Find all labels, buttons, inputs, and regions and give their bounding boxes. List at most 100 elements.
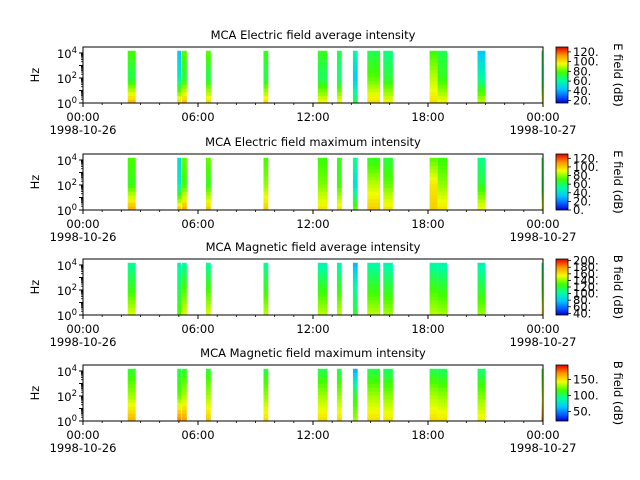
spectrogram-cell	[127, 379, 136, 385]
spectrogram-cell	[336, 391, 342, 396]
spectrogram-cell	[477, 58, 486, 63]
spectrogram-cell	[177, 76, 182, 82]
spectrogram-cell	[263, 402, 269, 407]
spectrogram-cell	[336, 198, 342, 203]
spectrogram-cell	[367, 379, 381, 385]
spectrogram-cell	[383, 91, 393, 96]
spectrogram-cell	[177, 262, 182, 267]
spectrogram-cell	[317, 372, 328, 377]
spectrogram-segment	[317, 50, 328, 104]
spectrogram-cell	[317, 300, 328, 305]
spectrogram-cell	[177, 292, 182, 297]
spectrogram-cell	[182, 417, 187, 422]
x-date-label: 1998-10-26	[50, 230, 117, 244]
spectrogram-cell	[352, 398, 358, 403]
panel-title: MCA Electric field maximum intensity	[205, 135, 421, 149]
spectrogram-cell	[477, 176, 486, 181]
x-tick-label: 06:00	[181, 322, 214, 336]
spectrogram-cell	[383, 198, 393, 203]
plot-frame	[82, 364, 544, 422]
spectrogram-cell	[383, 307, 393, 312]
spectrogram-cell	[477, 65, 486, 70]
spectrogram-cell	[205, 311, 211, 316]
spectrogram-cell	[182, 391, 187, 396]
spectrogram-segment	[182, 157, 187, 211]
spectrogram-cell	[177, 168, 182, 174]
spectrogram-cell	[477, 76, 486, 82]
spectrogram-segment	[367, 368, 381, 422]
spectrogram-cell	[383, 296, 393, 301]
spectrogram-segment	[177, 368, 182, 422]
spectrogram-cell	[429, 183, 438, 189]
spectrogram-cell	[205, 69, 211, 74]
spectrogram-cell	[177, 165, 182, 170]
spectrogram-cell	[263, 383, 269, 388]
spectrogram-cell	[127, 198, 136, 203]
spectrogram-cell	[429, 50, 438, 55]
spectrogram-cell	[177, 180, 182, 185]
spectrogram-cell	[182, 402, 187, 407]
spectrogram-cell	[336, 300, 342, 305]
spectrogram-cell	[383, 402, 393, 407]
spectrogram-cell	[317, 73, 328, 78]
spectrogram-cell	[177, 288, 182, 294]
spectrogram-cell	[383, 266, 393, 271]
spectrogram-cell	[541, 296, 543, 301]
spectrogram-cell	[541, 95, 543, 100]
spectrogram-cell	[182, 206, 187, 211]
spectrogram-cell	[429, 69, 438, 74]
spectrogram-segment	[317, 368, 328, 422]
spectrogram-cell	[336, 398, 342, 403]
spectrogram-cell	[437, 54, 448, 59]
x-tick-label: 00:00	[526, 217, 559, 231]
spectrogram-cell	[352, 50, 358, 55]
spectrogram-segment	[541, 157, 543, 211]
spectrogram-cell	[437, 95, 448, 100]
spectrogram-cell	[336, 379, 342, 385]
spectrogram-cell	[352, 402, 358, 407]
y-tick-label: 104	[57, 153, 77, 168]
spectrogram-cell	[477, 80, 486, 85]
spectrogram-cell	[336, 303, 342, 308]
spectrogram-cell	[352, 406, 358, 411]
spectrogram-cell	[383, 61, 393, 67]
spectrogram-cell	[336, 202, 342, 207]
spectrogram-cell	[317, 80, 328, 85]
spectrogram-cell	[429, 292, 438, 297]
colorbar-tick-label: 0.	[573, 203, 584, 217]
spectrogram-cell	[205, 394, 211, 400]
spectrogram-cell	[383, 300, 393, 305]
x-tick-label: 06:00	[181, 217, 214, 231]
spectrogram-cell	[437, 409, 448, 414]
y-tick-label: 100	[57, 96, 77, 111]
spectrogram-cell	[127, 202, 136, 207]
x-tick-label: 12:00	[296, 428, 329, 442]
spectrogram-cell	[317, 262, 328, 267]
spectrogram-cell	[367, 73, 381, 78]
spectrogram-cell	[317, 281, 328, 286]
spectrogram-cell	[437, 266, 448, 271]
spectrogram-cell	[336, 285, 342, 290]
spectrogram-cell	[429, 372, 438, 377]
spectrogram-cell	[367, 273, 381, 279]
spectrogram-cell	[127, 183, 136, 189]
spectrogram-cell	[177, 409, 182, 414]
spectrogram-cell	[383, 270, 393, 275]
spectrogram-cell	[352, 76, 358, 82]
spectrogram-cell	[383, 88, 393, 93]
spectrogram-cell	[182, 394, 187, 400]
colorbar	[555, 364, 569, 422]
spectrogram-cell	[367, 88, 381, 93]
spectrogram-segment	[127, 157, 136, 211]
spectrogram-cell	[437, 262, 448, 267]
colorbar-tick-label: 160.	[573, 267, 599, 281]
spectrogram-cell	[429, 376, 438, 381]
spectrogram-cell	[177, 176, 182, 181]
spectrogram-cell	[429, 391, 438, 396]
spectrogram-cell	[263, 406, 269, 411]
spectrogram-cell	[429, 307, 438, 312]
spectrogram-cell	[383, 368, 393, 373]
spectrogram-cell	[263, 303, 269, 308]
spectrogram-cell	[336, 417, 342, 422]
spectrogram-cell	[127, 195, 136, 200]
